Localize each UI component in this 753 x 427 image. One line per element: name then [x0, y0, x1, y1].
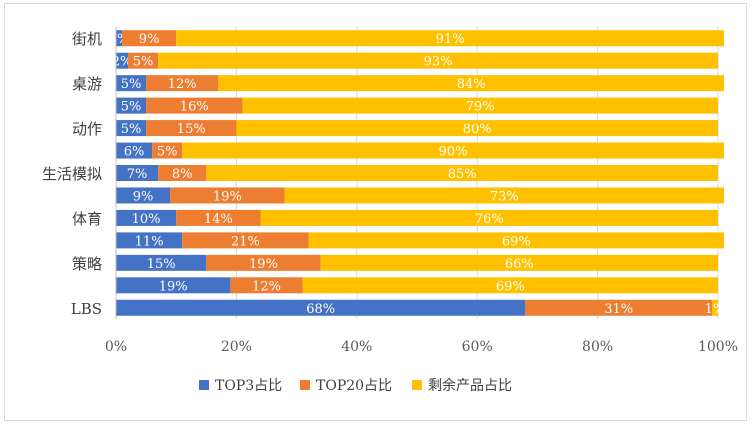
data-label-2-4: 80% — [463, 122, 492, 137]
data-label-2-2: 84% — [457, 77, 486, 92]
bar-segment-2-4 — [236, 120, 718, 137]
data-label-2-1: 93% — [424, 55, 453, 70]
bar-segment-2-6 — [206, 165, 719, 181]
bar-segment-1-8 — [176, 209, 261, 226]
data-label-2-8: 76% — [475, 212, 504, 227]
bar-segment-1-2 — [146, 75, 219, 92]
bar-segment-1-1 — [128, 52, 159, 69]
data-label-0-12: 68% — [306, 302, 335, 317]
data-label-1-10: 19% — [249, 257, 278, 272]
data-label-1-8: 14% — [204, 212, 233, 227]
data-label-2-11: 69% — [496, 279, 525, 294]
bar-segment-2-0 — [176, 30, 725, 47]
x-tick-label-1: 20% — [221, 339, 252, 355]
data-label-0-1: 2% — [112, 55, 133, 70]
legend-label-2: 剩余产品占比 — [428, 377, 512, 394]
bar-segment-1-12 — [525, 299, 712, 316]
bar-segment-2-12 — [711, 299, 718, 316]
category-label-0: 街机 — [72, 30, 102, 48]
data-label-0-10: 15% — [147, 257, 176, 272]
data-label-1-1: 5% — [133, 55, 154, 70]
data-label-2-9: 69% — [502, 234, 531, 249]
category-label-10: 策略 — [72, 255, 102, 273]
data-label-0-2: 5% — [121, 77, 142, 92]
data-label-1-4: 15% — [177, 122, 206, 137]
bar-segment-0-5 — [116, 142, 153, 159]
bar-segment-0-10 — [116, 254, 207, 271]
bar-segment-2-3 — [242, 97, 719, 114]
legend-swatch-0 — [199, 380, 209, 390]
data-label-1-12: 31% — [604, 302, 633, 317]
data-label-1-0: 9% — [139, 32, 160, 47]
x-tick-label-2: 40% — [341, 339, 372, 355]
x-tick-label-0: 0% — [105, 339, 127, 355]
category-label-12: LBS — [71, 300, 102, 318]
data-label-2-5: 90% — [439, 145, 468, 160]
bar-segment-2-8 — [260, 209, 718, 226]
bar-segment-0-12 — [116, 299, 526, 316]
data-label-2-0: 91% — [436, 32, 465, 47]
data-label-1-5: 5% — [157, 145, 178, 160]
bar-segment-2-11 — [302, 277, 718, 294]
bar-segment-1-9 — [182, 232, 309, 249]
data-label-0-5: 6% — [124, 145, 145, 160]
bar-segment-1-4 — [146, 120, 237, 137]
bar-segment-0-7 — [116, 187, 171, 204]
bar-segment-1-7 — [170, 187, 285, 204]
data-label-2-6: 85% — [448, 167, 477, 182]
category-label-2: 桌游 — [72, 75, 102, 93]
data-label-1-6: 8% — [172, 167, 193, 182]
bar-segment-0-6 — [116, 165, 159, 181]
data-label-0-7: 9% — [133, 189, 154, 204]
x-tick-label-4: 80% — [582, 339, 613, 355]
bar-segment-0-3 — [116, 97, 147, 114]
x-tick-label-3: 60% — [462, 339, 493, 355]
data-label-1-9: 21% — [231, 234, 260, 249]
bar-segment-2-9 — [308, 232, 725, 249]
legend-label-1: TOP20占比 — [316, 378, 392, 394]
legend-swatch-2 — [412, 380, 422, 390]
data-label-0-8: 10% — [132, 212, 161, 227]
data-label-0-6: 7% — [127, 167, 148, 182]
data-label-2-12: 1% — [705, 302, 726, 317]
bar-segment-1-0 — [122, 30, 177, 47]
bar-segment-2-1 — [158, 52, 718, 69]
bar-segment-1-5 — [152, 142, 183, 159]
data-label-2-7: 73% — [490, 189, 519, 204]
bar-segment-2-7 — [284, 187, 725, 204]
bar-segment-0-4 — [116, 120, 147, 137]
bar-segment-1-10 — [206, 254, 321, 271]
bar-segment-1-11 — [230, 277, 303, 294]
data-label-0-4: 5% — [121, 122, 142, 137]
bar-segment-1-6 — [158, 165, 207, 181]
category-label-6: 生活模拟 — [42, 165, 102, 183]
bar-segment-0-2 — [116, 75, 147, 92]
data-label-0-9: 11% — [135, 234, 164, 249]
bar-segment-2-2 — [218, 75, 725, 92]
legend-swatch-1 — [300, 380, 310, 390]
bar-segment-1-3 — [146, 97, 243, 114]
data-label-2-10: 66% — [505, 257, 534, 272]
data-label-0-3: 5% — [121, 100, 142, 115]
bar-segment-0-8 — [116, 209, 177, 226]
bar-segment-0-9 — [116, 232, 183, 249]
x-tick-label-5: 100% — [698, 339, 738, 355]
bar-segment-0-0 — [116, 30, 123, 47]
data-label-1-2: 12% — [168, 77, 197, 92]
data-label-1-7: 19% — [213, 189, 242, 204]
category-label-8: 体育 — [72, 210, 102, 228]
bar-segment-2-5 — [182, 142, 725, 159]
bar-segment-0-11 — [116, 277, 231, 294]
data-label-1-3: 16% — [180, 100, 209, 115]
data-label-2-3: 79% — [466, 100, 495, 115]
data-label-1-11: 12% — [252, 279, 281, 294]
data-label-0-11: 19% — [159, 279, 188, 294]
bar-segment-2-10 — [320, 254, 718, 271]
legend-label-0: TOP3占比 — [215, 378, 282, 394]
bar-segment-0-1 — [116, 52, 129, 69]
category-label-4: 动作 — [72, 120, 102, 138]
